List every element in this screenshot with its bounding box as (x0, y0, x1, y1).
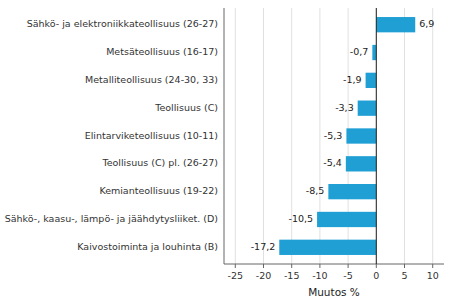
grid-line (404, 8, 405, 264)
data-label: -5,4 (323, 157, 342, 168)
bar (317, 212, 376, 227)
tick-label: -10 (312, 270, 328, 281)
tick-label: -20 (256, 270, 272, 281)
category-label: Teollisuus (C) (154, 102, 218, 113)
tick-mark (263, 264, 264, 268)
data-label: -17,2 (251, 241, 276, 252)
bar (358, 101, 377, 116)
x-axis-line (224, 264, 444, 265)
data-label: 6,9 (419, 18, 434, 29)
tick-mark (235, 264, 236, 268)
grid-line (376, 8, 377, 264)
grid-line (432, 8, 433, 264)
tick-mark (291, 264, 292, 268)
y-axis-line (224, 8, 225, 264)
chart: Kaivostoiminta ja louhinta (B) Sähkö-, ka… (0, 0, 454, 302)
tick-label: 5 (401, 270, 407, 281)
tick-label: -5 (343, 270, 352, 281)
zero-line (376, 8, 377, 264)
data-label: -3,3 (335, 102, 354, 113)
bars (279, 17, 415, 255)
bar (279, 240, 376, 255)
category-label: Kaivostoiminta ja louhinta (B) (77, 241, 218, 252)
category-label: Sähkö- ja elektroniikkateollisuus (26-27… (27, 18, 218, 29)
data-label: -8,5 (306, 185, 325, 196)
data-label: -1,9 (343, 74, 362, 85)
bar (346, 128, 376, 143)
data-labels: -17,2 -10,5 -8,5 -5,4 -5,3 -3,3 -1,9 -0,7 6,9 (251, 18, 435, 252)
bar (376, 17, 415, 32)
tick-label: 0 (373, 270, 379, 281)
tick-mark (348, 264, 349, 268)
tick-mark (319, 264, 320, 268)
category-label: Metsäteollisuus (16-17) (106, 46, 218, 57)
grid-line (291, 8, 292, 264)
tick-mark (404, 264, 405, 268)
tick-mark (432, 264, 433, 268)
data-label: -10,5 (288, 213, 313, 224)
tick-label: -15 (284, 270, 300, 281)
category-label: Metalliteollisuus (24-30, 33) (85, 74, 218, 85)
grid-line (263, 8, 264, 264)
category-label: Kemianteollisuus (19-22) (99, 185, 218, 196)
bar (328, 184, 376, 199)
category-label: Teollisuus (C) pl. (26-27) (101, 157, 218, 168)
grid-line (235, 8, 236, 264)
tick-mark (376, 264, 377, 268)
bar (366, 73, 377, 88)
tick-label: -25 (228, 270, 244, 281)
grid (235, 8, 432, 264)
category-label: Elintarviketeollisuus (10-11) (85, 130, 218, 141)
tick-label: 10 (427, 270, 439, 281)
category-label: Sähkö-, kaasu-, lämpö- ja jäähdytysliike… (5, 213, 218, 224)
data-label: -5,3 (324, 130, 343, 141)
x-axis-label: Muutos % (308, 286, 360, 298)
bar (372, 45, 376, 60)
data-label: -0,7 (350, 46, 369, 57)
bar (346, 156, 376, 171)
